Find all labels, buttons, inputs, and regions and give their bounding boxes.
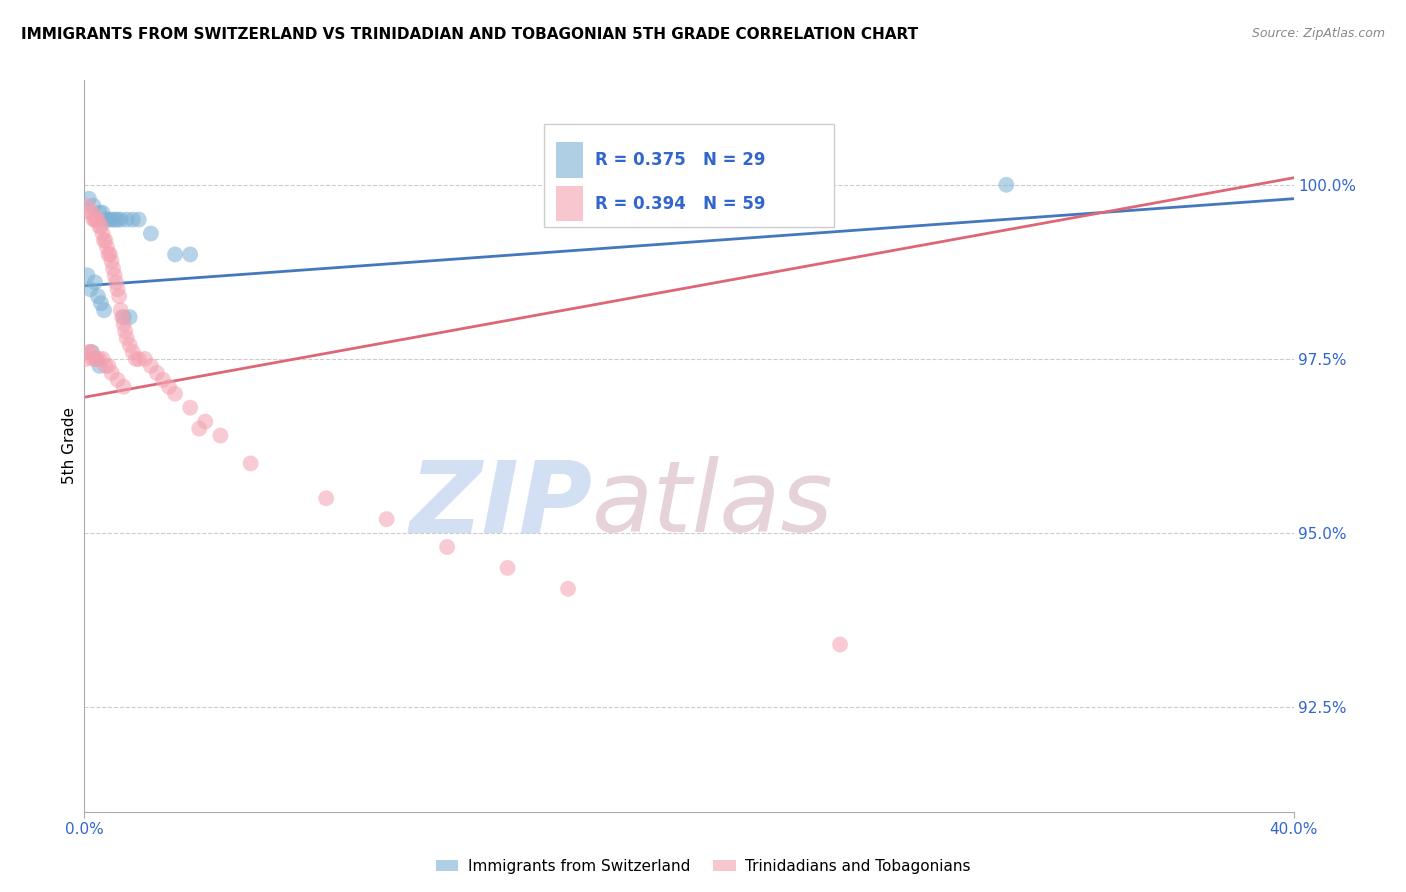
Point	[128, 351, 150, 366]
Point	[80, 205, 103, 219]
Bar	[544, 124, 834, 227]
Point	[104, 212, 127, 227]
Point	[90, 219, 112, 234]
Point	[90, 296, 112, 310]
Point	[112, 317, 135, 331]
Point	[436, 540, 458, 554]
Point	[79, 205, 101, 219]
Point	[91, 227, 114, 241]
Point	[94, 234, 117, 248]
Point	[194, 415, 217, 429]
Point	[111, 310, 134, 325]
Point	[107, 373, 129, 387]
Point	[110, 303, 132, 318]
Point	[87, 289, 110, 303]
Point	[77, 192, 100, 206]
Point	[98, 247, 121, 261]
Point	[89, 359, 111, 373]
Point	[139, 227, 162, 241]
Point	[80, 345, 103, 359]
Point	[101, 261, 124, 276]
Point	[112, 380, 135, 394]
Point	[157, 380, 180, 394]
Point	[82, 212, 104, 227]
Point	[84, 351, 107, 366]
Point	[87, 212, 110, 227]
Point	[125, 351, 148, 366]
Point	[239, 457, 262, 471]
Point	[995, 178, 1018, 192]
Y-axis label: 5th Grade: 5th Grade	[62, 408, 77, 484]
Point	[75, 351, 97, 366]
Point	[97, 359, 120, 373]
Point	[118, 338, 141, 352]
Point	[100, 212, 122, 227]
Text: ZIP: ZIP	[409, 456, 592, 553]
Point	[82, 199, 104, 213]
Point	[100, 254, 122, 268]
Point	[105, 275, 128, 289]
Point	[179, 247, 201, 261]
Text: R = 0.394   N = 59: R = 0.394 N = 59	[595, 194, 765, 212]
Point	[118, 310, 141, 325]
Bar	[555, 186, 582, 221]
Point	[107, 282, 129, 296]
Point	[84, 212, 107, 227]
Point	[165, 386, 187, 401]
Text: IMMIGRANTS FROM SWITZERLAND VS TRINIDADIAN AND TOBAGONIAN 5TH GRADE CORRELATION : IMMIGRANTS FROM SWITZERLAND VS TRINIDADI…	[21, 27, 918, 42]
Point	[496, 561, 519, 575]
Point	[100, 366, 122, 380]
Point	[557, 582, 579, 596]
Point	[93, 303, 115, 318]
Point	[139, 359, 162, 373]
Text: R = 0.375   N = 29: R = 0.375 N = 29	[595, 151, 765, 169]
Point	[86, 351, 108, 366]
Point	[94, 359, 117, 373]
Point	[96, 240, 118, 254]
Point	[209, 428, 232, 442]
Point	[76, 199, 98, 213]
Point	[152, 373, 174, 387]
Point	[114, 324, 136, 338]
Point	[84, 275, 107, 289]
Point	[76, 268, 98, 283]
Legend: Immigrants from Switzerland, Trinidadians and Tobagonians: Immigrants from Switzerland, Trinidadian…	[429, 853, 977, 880]
Point	[79, 282, 101, 296]
Point	[188, 421, 211, 435]
Point	[134, 351, 156, 366]
Point	[830, 638, 852, 652]
Point	[87, 351, 110, 366]
Point	[128, 212, 150, 227]
Point	[89, 205, 111, 219]
Point	[110, 212, 132, 227]
Point	[82, 351, 104, 366]
Point	[375, 512, 398, 526]
Point	[165, 247, 187, 261]
Point	[108, 289, 131, 303]
Point	[121, 212, 143, 227]
Point	[97, 212, 120, 227]
Point	[80, 345, 103, 359]
Point	[104, 268, 127, 283]
Point	[121, 345, 143, 359]
Point	[89, 219, 111, 234]
Point	[91, 351, 114, 366]
Point	[97, 247, 120, 261]
Point	[94, 212, 117, 227]
Point	[315, 491, 337, 506]
Point	[107, 212, 129, 227]
Point	[115, 331, 138, 345]
Point	[86, 212, 108, 227]
Point	[93, 234, 115, 248]
Text: atlas: atlas	[592, 456, 834, 553]
Point	[738, 164, 761, 178]
Bar	[555, 143, 582, 178]
Point	[146, 366, 169, 380]
Text: Source: ZipAtlas.com: Source: ZipAtlas.com	[1251, 27, 1385, 40]
Point	[115, 212, 138, 227]
Point	[77, 345, 100, 359]
Point	[91, 205, 114, 219]
Point	[179, 401, 201, 415]
Point	[112, 310, 135, 325]
